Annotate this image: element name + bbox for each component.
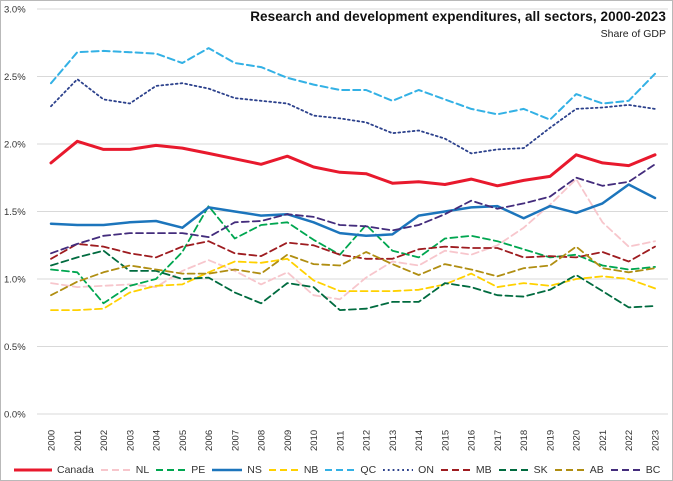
legend-label: SK <box>533 464 548 476</box>
series-line-qc <box>50 47 656 121</box>
x-tick-label: 2010 <box>309 430 320 451</box>
legend-item-on: ON <box>382 464 434 476</box>
x-tick-label: 2018 <box>519 430 530 451</box>
x-tick-label: 2007 <box>230 430 241 451</box>
legend-item-mb: MB <box>440 464 492 476</box>
legend-label: NS <box>247 464 262 476</box>
x-tick-label: 2019 <box>545 430 556 451</box>
x-tick-label: 2020 <box>572 430 583 451</box>
legend-swatch-on <box>383 469 414 471</box>
legend-swatch-mb <box>440 469 471 471</box>
legend-item-nb: NB <box>268 464 319 476</box>
x-tick-label: 2016 <box>467 430 478 451</box>
legend-label: MB <box>475 464 492 476</box>
legend-item-ns: NS <box>211 464 262 476</box>
x-tick-label: 2002 <box>99 430 110 451</box>
legend-item-sk: SK <box>498 464 548 476</box>
legend-item-ab: AB <box>554 464 604 476</box>
y-tick-label: 0.5% <box>4 342 26 353</box>
legend-label: Canada <box>57 464 94 476</box>
x-tick-label: 2022 <box>624 430 635 451</box>
series-line-nb <box>50 257 656 312</box>
series-line-mb <box>50 240 656 263</box>
legend-label: NB <box>303 464 319 476</box>
legend-swatch-canada <box>14 468 52 472</box>
legend-swatch-sk <box>498 469 529 471</box>
legend-item-nl: NL <box>100 464 149 476</box>
x-tick-label: 2017 <box>493 430 504 451</box>
y-tick-label: 0.0% <box>4 410 26 421</box>
series-line-pe <box>50 205 656 305</box>
x-tick-label: 2014 <box>414 430 425 451</box>
legend-swatch-qc <box>325 469 356 471</box>
legend-label: ON <box>418 464 434 476</box>
x-tick-label: 2000 <box>47 430 58 451</box>
chart-subtitle: Share of GDP <box>600 28 666 40</box>
legend-item-qc: QC <box>324 464 376 476</box>
legend-label: QC <box>360 464 377 476</box>
legend-swatch-nl <box>100 469 131 471</box>
legend-swatch-ab <box>554 469 585 471</box>
chart-legend: Canada NL PE NS NB QC ON MB SK AB BC <box>13 464 668 476</box>
legend-swatch-nb <box>268 469 299 471</box>
legend-label: AB <box>589 464 604 476</box>
line-chart-svg: 0.0% 0.5% 1.0% 1.5% 2.0% 2.5% 3.0% 2000 2001 2002… <box>4 5 668 451</box>
legend-swatch-ns <box>212 468 243 472</box>
legend-item-canada: Canada <box>13 464 94 476</box>
y-tick-label: 1.0% <box>4 275 26 286</box>
y-tick-label: 1.5% <box>4 207 26 218</box>
legend-swatch-bc <box>610 469 641 471</box>
x-tick-label: 2001 <box>73 430 84 451</box>
legend-swatch-pe <box>156 469 187 471</box>
x-tick-label: 2023 <box>651 430 662 451</box>
chart-title: Research and development expenditures, a… <box>250 9 666 24</box>
y-tick-label: 2.0% <box>4 140 26 151</box>
x-tick-label: 2012 <box>362 430 373 451</box>
legend-label: PE <box>191 464 206 476</box>
x-tick-label: 2006 <box>204 430 215 451</box>
x-tick-label: 2021 <box>598 430 609 451</box>
x-tick-label: 2009 <box>283 430 294 451</box>
series-line-canada <box>49 139 657 188</box>
x-tick-label: 2005 <box>178 430 189 451</box>
legend-label: NL <box>135 464 150 476</box>
series-line-ab <box>50 245 656 297</box>
legend-item-pe: PE <box>155 464 205 476</box>
series-line-ns <box>49 183 657 238</box>
x-tick-label: 2011 <box>335 431 346 451</box>
x-tick-label: 2015 <box>440 430 451 451</box>
series-line-sk <box>50 249 656 312</box>
x-tick-label: 2003 <box>125 430 136 451</box>
x-tick-label: 2004 <box>152 430 163 451</box>
series-line-bc <box>50 163 656 255</box>
x-tick-label: 2013 <box>388 430 399 451</box>
series-line-on <box>50 78 656 155</box>
y-tick-label: 2.5% <box>4 72 26 83</box>
legend-item-bc: BC <box>610 464 661 476</box>
legend-label: BC <box>645 464 661 476</box>
y-tick-label: 3.0% <box>4 5 26 16</box>
x-tick-label: 2008 <box>257 430 268 451</box>
